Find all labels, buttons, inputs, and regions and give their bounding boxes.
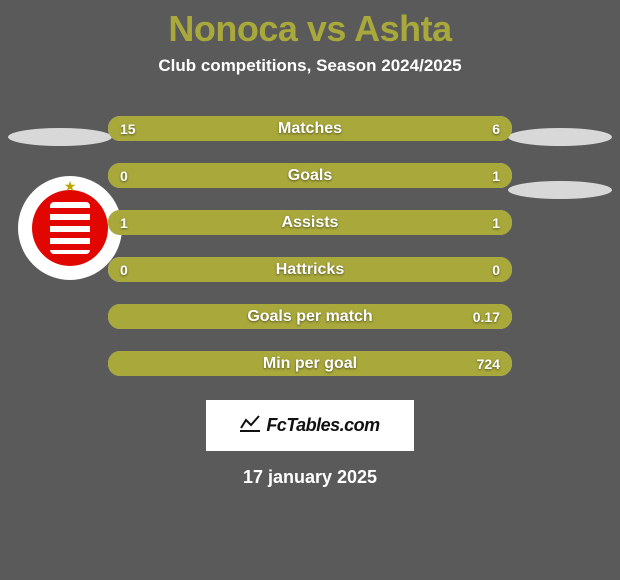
- stat-row: 01Goals: [108, 163, 512, 188]
- date-text: 17 january 2025: [0, 467, 620, 488]
- placeholder-ellipse-top-left: [8, 128, 112, 146]
- placeholder-ellipse-top-right: [508, 128, 612, 146]
- stat-label: Assists: [108, 210, 512, 235]
- stat-label: Min per goal: [108, 351, 512, 376]
- brand-panel: FcTables.com: [206, 400, 414, 451]
- team-badge: ★: [18, 176, 122, 280]
- stat-label: Goals: [108, 163, 512, 188]
- stat-row: 00Hattricks: [108, 257, 512, 282]
- stat-row: 11Assists: [108, 210, 512, 235]
- team-badge-stripes: [50, 202, 90, 254]
- chart-icon: [240, 414, 260, 437]
- stat-label: Matches: [108, 116, 512, 141]
- star-icon: ★: [64, 178, 77, 195]
- stat-row: 156Matches: [108, 116, 512, 141]
- team-badge-inner: [32, 190, 108, 266]
- brand-text: FcTables.com: [266, 415, 379, 436]
- page-subtitle: Club competitions, Season 2024/2025: [0, 56, 620, 76]
- stat-label: Hattricks: [108, 257, 512, 282]
- stat-row: 724Min per goal: [108, 351, 512, 376]
- page-title: Nonoca vs Ashta: [0, 0, 620, 50]
- stat-label: Goals per match: [108, 304, 512, 329]
- placeholder-ellipse-bottom-right: [508, 181, 612, 199]
- stat-row: 0.17Goals per match: [108, 304, 512, 329]
